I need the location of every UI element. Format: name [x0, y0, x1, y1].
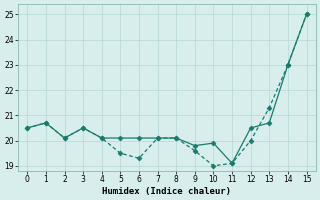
X-axis label: Humidex (Indice chaleur): Humidex (Indice chaleur)	[102, 187, 231, 196]
